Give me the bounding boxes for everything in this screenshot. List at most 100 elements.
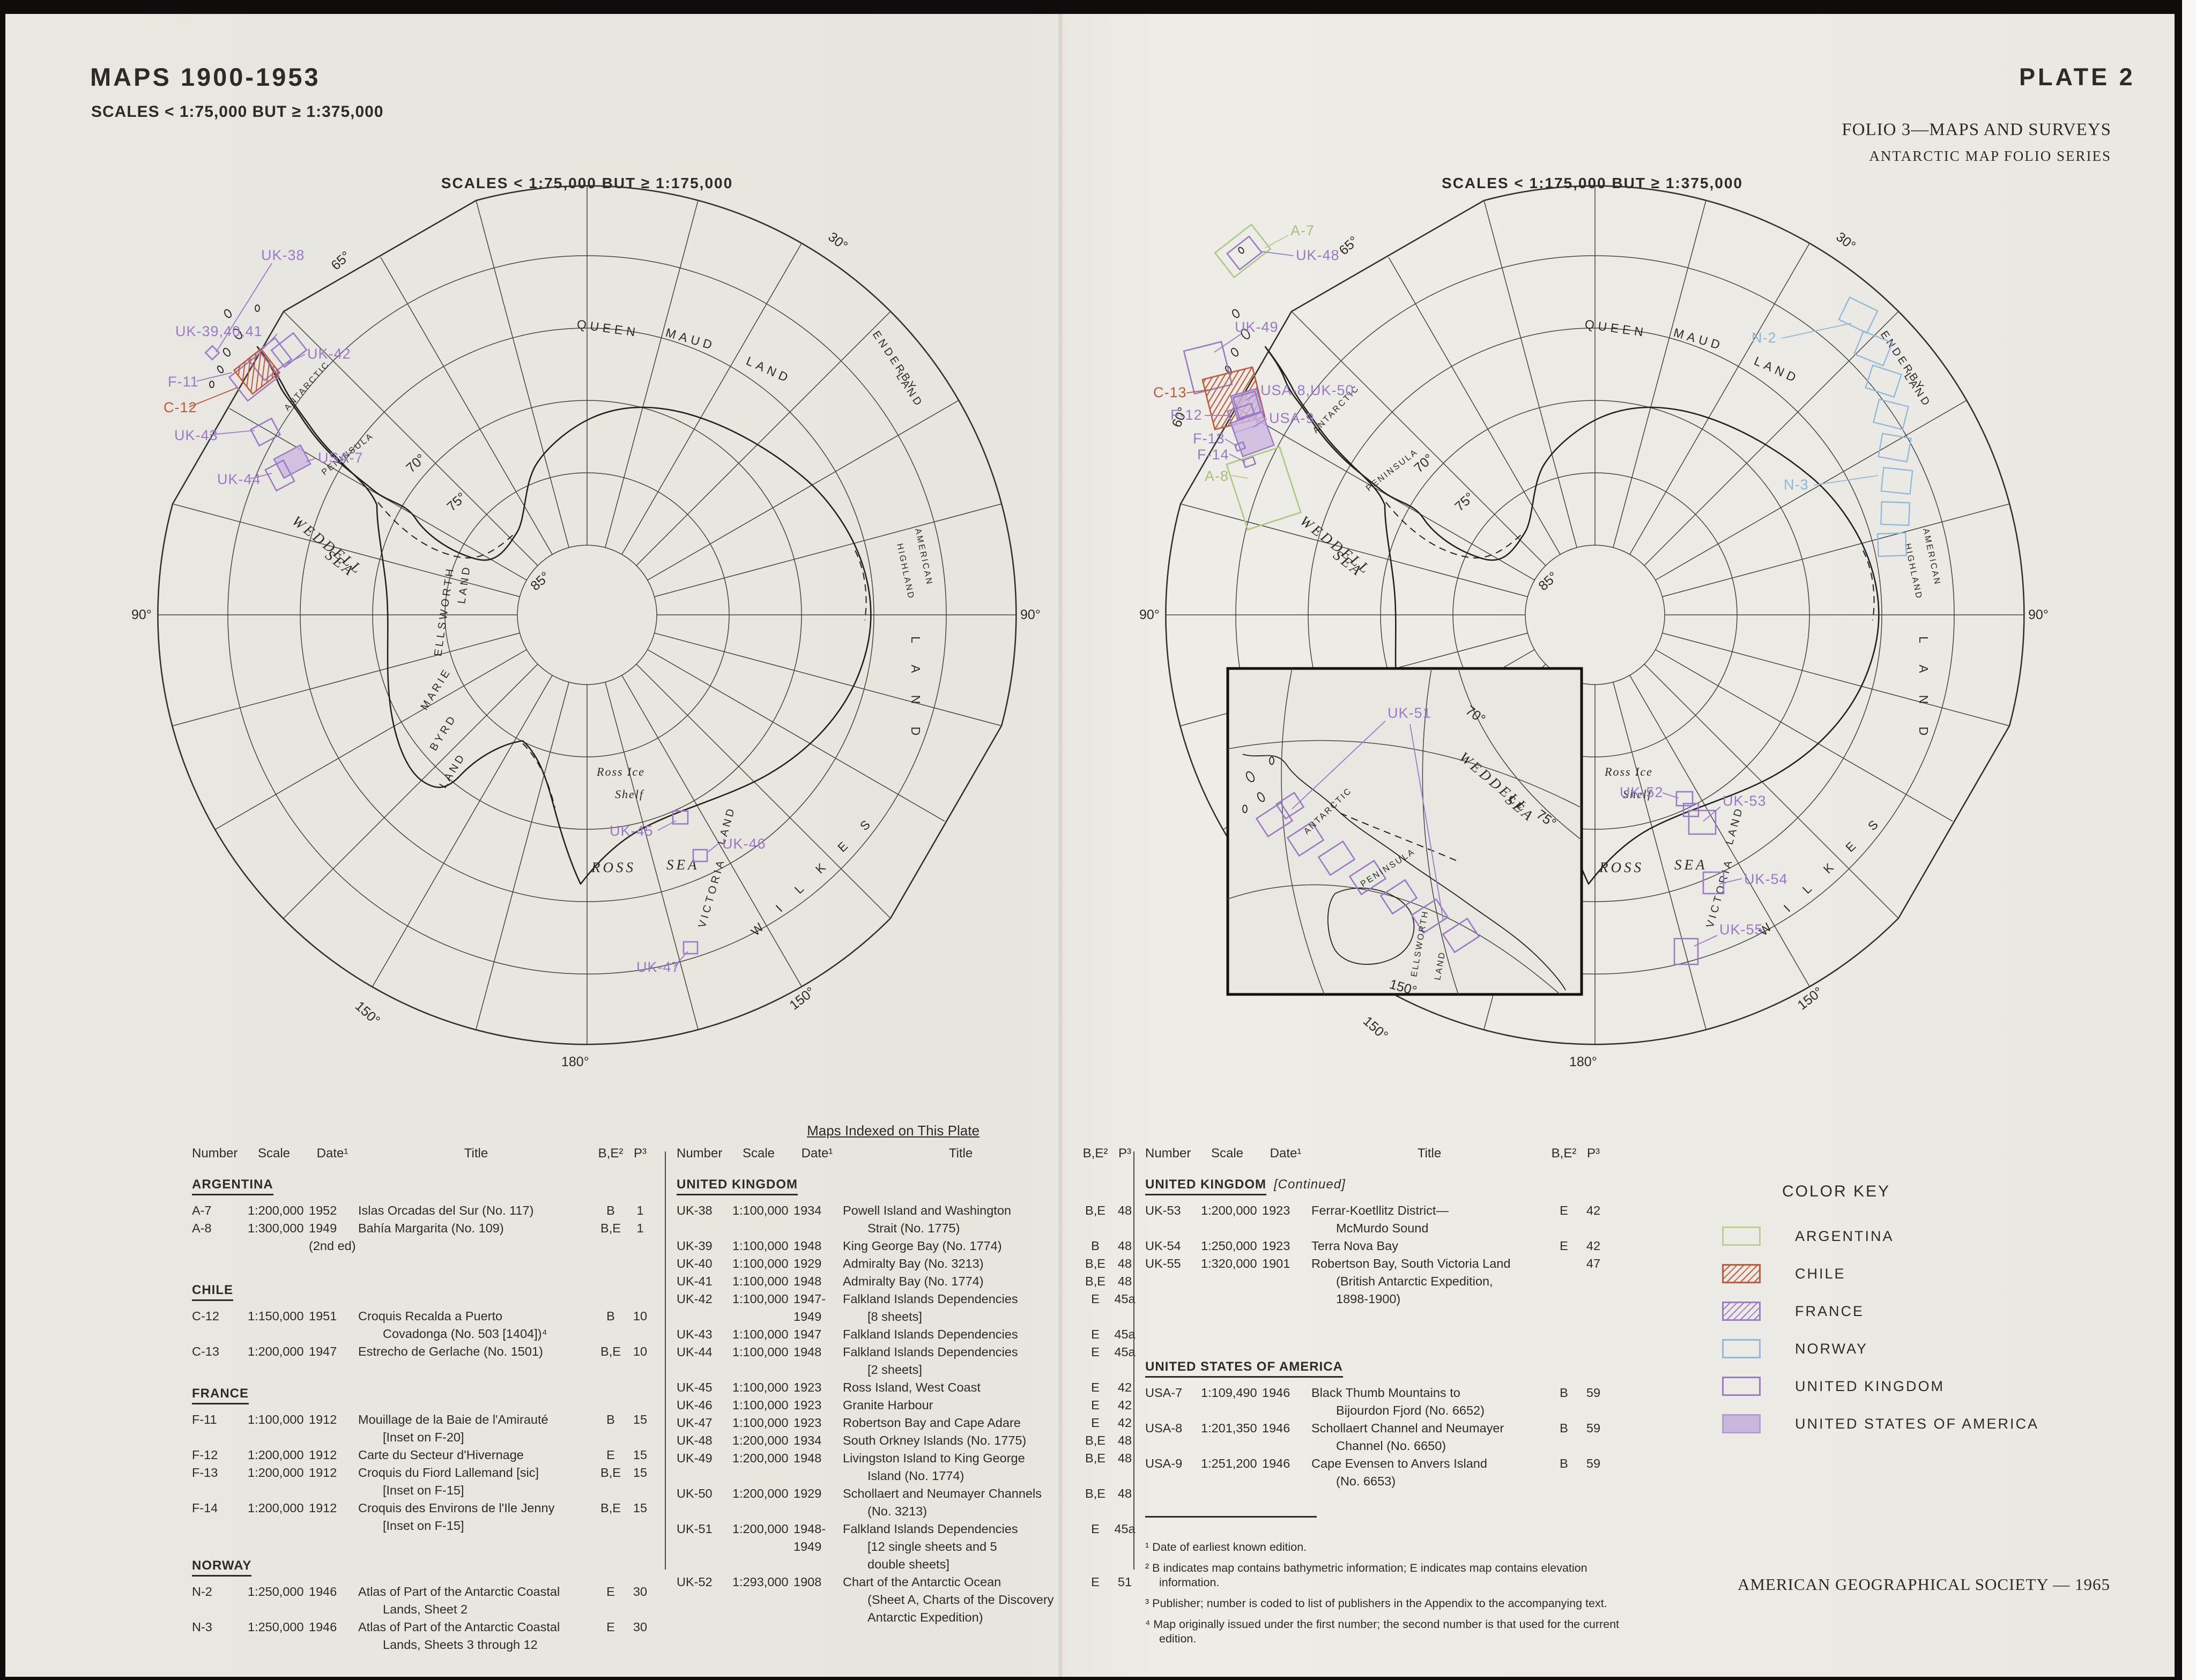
victoria-label: VICTORIA — [696, 857, 728, 929]
table-row: UK-48 1:200,000 1934 South Orkney Islands (… — [677, 1432, 1133, 1449]
index-label-usa9: USA-9 — [1269, 410, 1315, 426]
table-row: F-12 1:200,000 1912 Carte du Secteur d'Hive… — [192, 1446, 663, 1464]
cell-be: B,E — [1085, 1486, 1106, 1500]
cell-scale: 1:200,000 — [248, 1466, 304, 1480]
color-key-label: UNITED STATES OF AMERICA — [1795, 1415, 2039, 1432]
cell-title: Cape Evensen to Anvers Island (No. 6653) — [1311, 1456, 1487, 1488]
antarctic-label: ANTARCTIC — [283, 360, 331, 413]
cell-number: A-8 — [192, 1221, 212, 1235]
header-p: P³ — [1587, 1146, 1600, 1161]
table-row: UK-51 1:200,000 1948- 1949 Falkland Islands… — [677, 1520, 1136, 1573]
cell-p: 42 — [1117, 1380, 1132, 1394]
header-p: P³ — [1118, 1146, 1131, 1161]
index-label-f14: F-14 — [1197, 447, 1229, 463]
table-column-2: Number Scale Date¹ Title B,E² P³ UNITED … — [677, 1146, 1136, 1626]
cell-number: UK-41 — [677, 1274, 713, 1288]
cell-be: E — [1560, 1239, 1568, 1253]
color-key-label: CHILE — [1795, 1265, 1846, 1282]
section-name: UNITED KINGDOM — [677, 1177, 798, 1195]
header-be: B,E² — [598, 1146, 624, 1161]
cell-number: UK-44 — [677, 1345, 713, 1359]
cell-number: F-12 — [192, 1448, 218, 1462]
cell-be: E — [1560, 1203, 1568, 1217]
cell-p: 30 — [633, 1620, 648, 1634]
cell-number: UK-42 — [677, 1292, 713, 1306]
cell-p: 45a — [1114, 1327, 1136, 1341]
cell-scale: 1:250,000 — [248, 1620, 304, 1634]
queen-maud-land-label: LAND — [744, 354, 793, 386]
cell-p: 45a — [1114, 1292, 1136, 1306]
cell-p: 10 — [633, 1344, 648, 1358]
cell-be: B,E — [600, 1221, 621, 1235]
color-key-row: UNITED KINGDOM — [1722, 1377, 2151, 1396]
header-p: P³ — [634, 1146, 647, 1161]
deg-65: 65° — [328, 248, 353, 273]
color-key-row: UNITED STATES OF AMERICA — [1722, 1414, 2151, 1433]
cell-title: South Orkney Islands (No. 1775) — [843, 1433, 1027, 1447]
color-key-row: CHILE — [1722, 1264, 2151, 1283]
section-continued: [Continued] — [1274, 1177, 1346, 1192]
color-key: COLOR KEY ARGENTINA CHILE FRANCE NORWAY … — [1722, 1183, 2151, 1433]
united-kingdom-swatch — [1722, 1377, 1761, 1396]
index-label-uk48: UK-48 — [1296, 247, 1340, 263]
cell-date: 1946 — [1262, 1456, 1290, 1470]
plate-label: PLATE 2 — [2019, 63, 2135, 91]
deg-150-right: 150° — [1794, 984, 1826, 1013]
index-label-uk44: UK-44 — [217, 471, 261, 487]
cell-scale: 1:200,000 — [248, 1448, 304, 1462]
peninsula-inset: UK-51 WEDDELL SEA 70° 75° 150° ANTARCTIC… — [1226, 667, 1583, 999]
cell-p: 51 — [1117, 1575, 1132, 1589]
highland-label: HIGHLAND — [895, 542, 916, 600]
cell-date: 1901 — [1262, 1257, 1290, 1270]
cell-p: 1 — [636, 1221, 644, 1235]
ellsworth-label: ELLSWORTH — [432, 566, 456, 657]
header-title: Title — [1417, 1146, 1442, 1161]
deg-90-right: 90° — [2028, 607, 2049, 622]
cell-scale: 1:320,000 — [1201, 1257, 1257, 1270]
cell-date: 1929 — [793, 1486, 822, 1500]
index-label-uk46: UK-46 — [722, 836, 766, 852]
color-key-row: NORWAY — [1722, 1339, 2151, 1358]
cell-p: 48 — [1117, 1257, 1132, 1270]
index-label-a8: A-8 — [1205, 468, 1229, 484]
cell-title: Admiralty Bay (No. 1774) — [843, 1274, 984, 1288]
cell-p: 30 — [633, 1585, 648, 1599]
map-extent-c12 — [233, 348, 281, 395]
section-chile: CHILE — [192, 1283, 663, 1301]
index-label-usa7: USA-7 — [318, 450, 363, 466]
header-date: Date¹ — [1270, 1146, 1302, 1161]
cell-number: UK-43 — [677, 1327, 713, 1341]
cell-p: 1 — [636, 1203, 644, 1217]
table-row: UK-38 1:100,000 1934 Powell Island and Wash… — [677, 1202, 1133, 1237]
cell-title: Powell Island and Washington Strait (No.… — [843, 1203, 1011, 1235]
section-usa: UNITED STATES OF AMERICA — [1145, 1359, 1636, 1378]
cell-date: 1912 — [309, 1501, 337, 1515]
cell-title: Black Thumb Mountains to Bijourdon Fjord… — [1311, 1386, 1485, 1417]
map-extent-a7 — [1214, 223, 1272, 279]
cell-title: Croquis Recalda a Puerto Covadonga (No. … — [358, 1309, 547, 1341]
cell-scale: 1:250,000 — [248, 1585, 304, 1599]
cell-date: 1912 — [309, 1413, 337, 1426]
inset-label-uk51: UK-51 — [1388, 705, 1431, 721]
cell-be: E — [606, 1620, 615, 1634]
left-map: WEDDELL SEA QUEEN MAUD LAND ENDERBY LAND… — [131, 185, 1041, 1069]
table-row: UK-40 1:100,000 1929 Admiralty Bay (No. 321… — [677, 1255, 1133, 1273]
map-extent-uk42 — [270, 332, 308, 368]
wilkes-land-label: L A N D — [909, 636, 923, 745]
ross-sea-label: SEA — [1674, 857, 1708, 873]
cell-number: N-2 — [192, 1585, 212, 1599]
byrd-label: BYRD — [428, 712, 459, 753]
cell-p: 42 — [1117, 1398, 1132, 1412]
header-date: Date¹ — [316, 1146, 348, 1161]
cell-p: 10 — [633, 1309, 648, 1323]
map-extent-f13 — [1234, 441, 1247, 452]
table-row: UK-47 1:100,000 1923 Robertson Bay and Cape… — [677, 1414, 1133, 1432]
american-label: AMERICAN — [1921, 527, 1942, 586]
shelf-label: Shelf — [1623, 787, 1652, 801]
footnote-2: ² B indicates map contains bathymetric i… — [1145, 1562, 1587, 1589]
cell-scale: 1:100,000 — [732, 1416, 789, 1430]
header-number: Number — [192, 1146, 238, 1161]
map-extent-n2-n3-chain — [1838, 296, 1913, 557]
cell-p: 59 — [1586, 1386, 1601, 1400]
